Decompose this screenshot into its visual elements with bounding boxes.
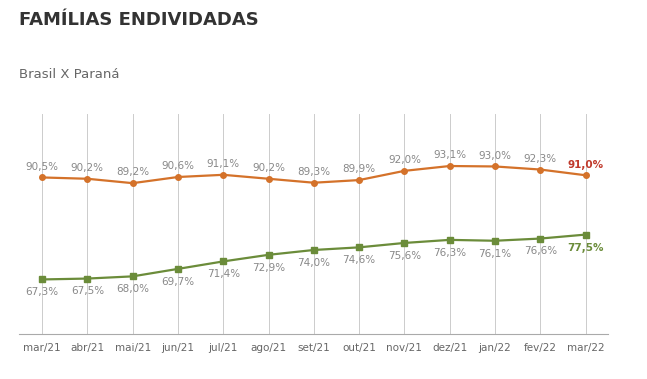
Text: 90,2%: 90,2% [252, 163, 285, 173]
Text: 91,0%: 91,0% [567, 160, 604, 169]
Legend: Paraná, Brasil: Paraná, Brasil [443, 0, 602, 6]
Text: 90,2%: 90,2% [71, 163, 104, 173]
Text: 67,5%: 67,5% [71, 287, 104, 296]
Text: 76,3%: 76,3% [433, 248, 466, 258]
Text: 92,3%: 92,3% [523, 154, 557, 164]
Text: Brasil X Paraná: Brasil X Paraná [19, 68, 120, 81]
Text: 90,5%: 90,5% [25, 162, 59, 172]
Text: 74,6%: 74,6% [342, 255, 376, 265]
Text: 91,1%: 91,1% [206, 159, 240, 169]
Text: 77,5%: 77,5% [567, 243, 604, 252]
Text: 76,1%: 76,1% [478, 249, 512, 259]
Text: 93,1%: 93,1% [433, 150, 466, 160]
Text: 74,0%: 74,0% [297, 258, 331, 268]
Text: 90,6%: 90,6% [161, 161, 195, 171]
Text: FAMÍLIAS ENDIVIDADAS: FAMÍLIAS ENDIVIDADAS [19, 11, 259, 29]
Text: 72,9%: 72,9% [252, 263, 285, 273]
Text: 71,4%: 71,4% [206, 269, 240, 279]
Text: 93,0%: 93,0% [478, 151, 512, 161]
Text: 89,9%: 89,9% [342, 164, 376, 174]
Text: 89,2%: 89,2% [116, 168, 149, 177]
Text: 67,3%: 67,3% [25, 287, 59, 298]
Text: 76,6%: 76,6% [523, 246, 557, 257]
Text: 68,0%: 68,0% [116, 284, 149, 294]
Text: 75,6%: 75,6% [388, 251, 421, 261]
Text: 69,7%: 69,7% [161, 277, 195, 287]
Text: 89,3%: 89,3% [297, 167, 331, 177]
Text: 92,0%: 92,0% [388, 155, 421, 165]
